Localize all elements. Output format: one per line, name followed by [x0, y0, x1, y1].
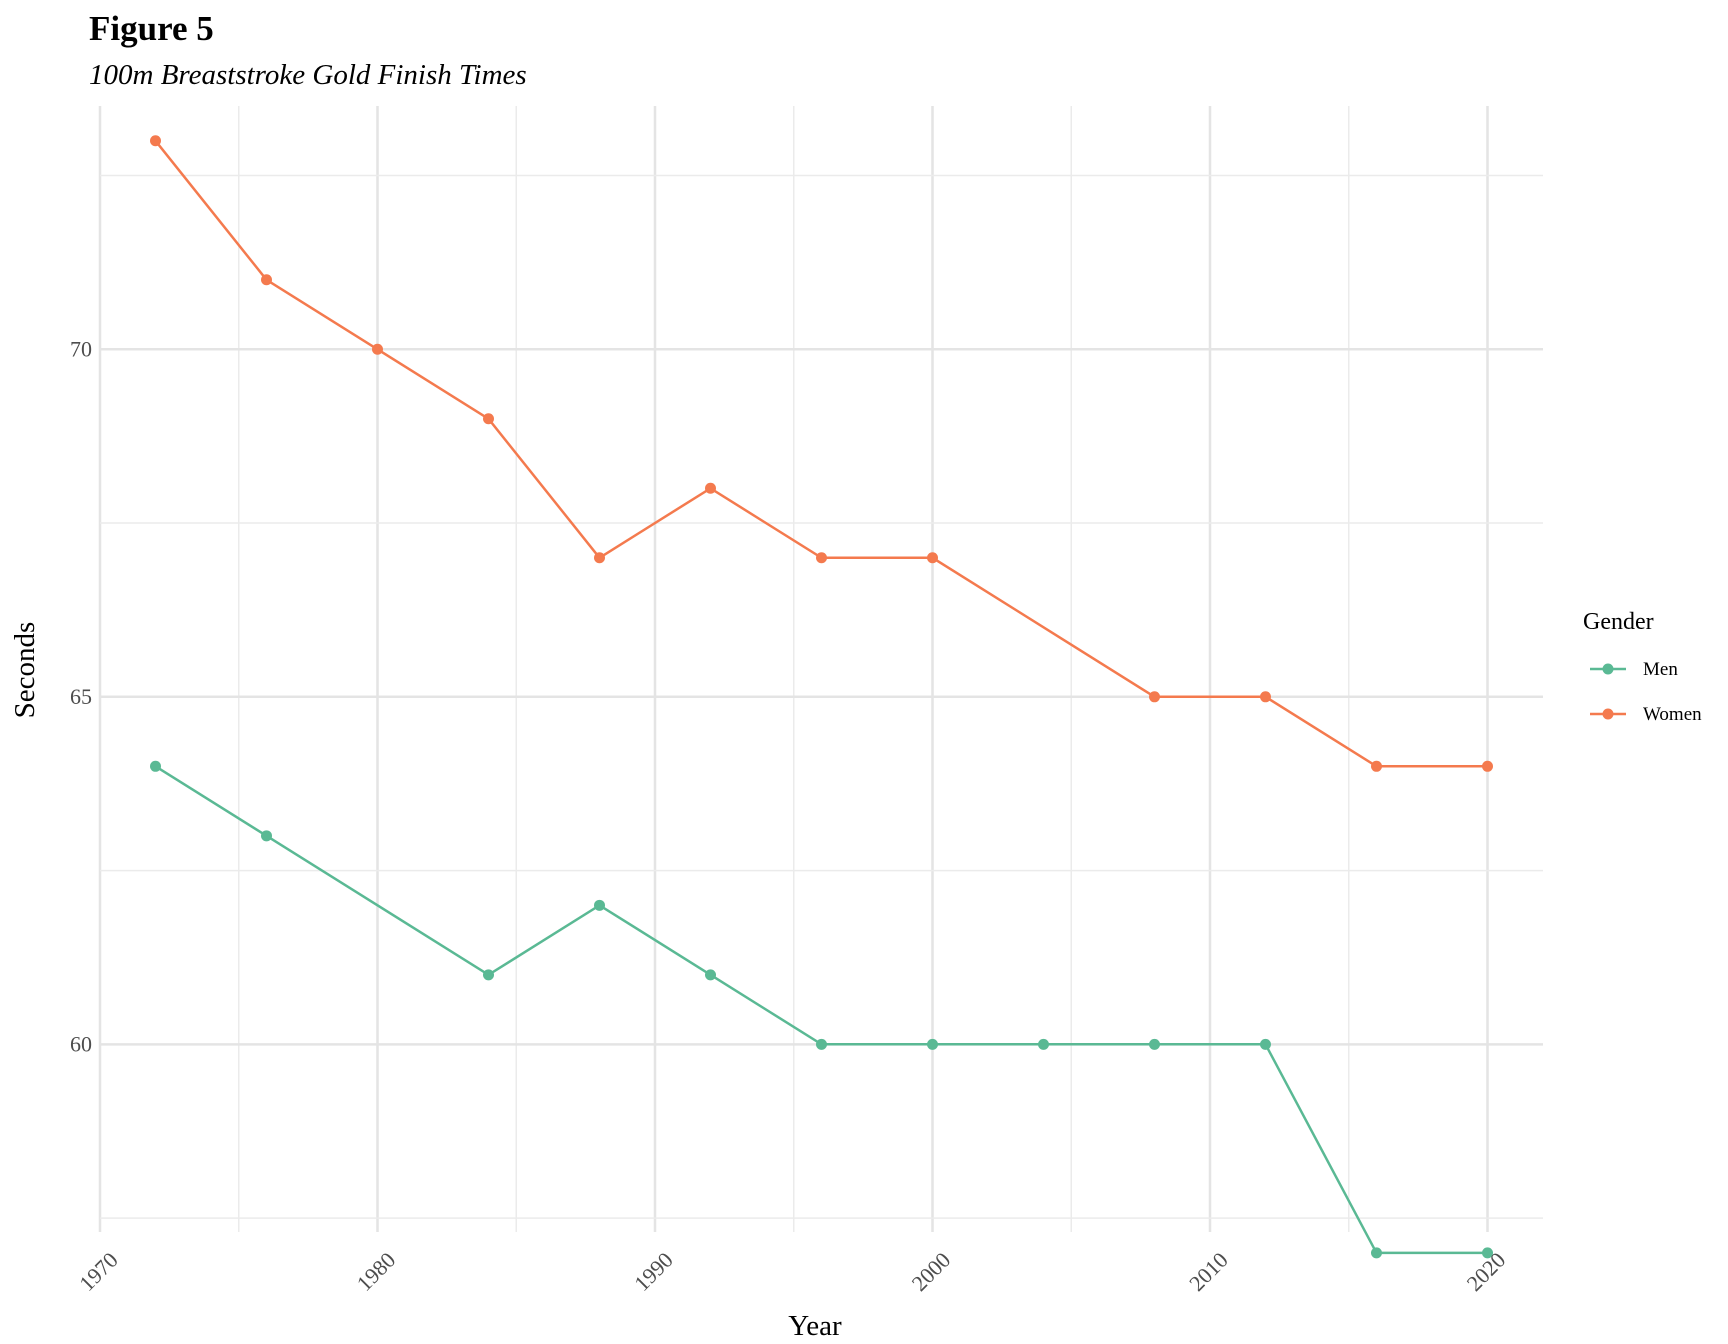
data-point-women: [927, 552, 938, 564]
data-point-men: [1149, 1038, 1160, 1050]
x-tick-label: 1990: [629, 1247, 678, 1296]
data-point-men: [705, 969, 716, 981]
data-point-women: [594, 552, 605, 564]
data-point-women: [1260, 691, 1271, 703]
series-lines: [154, 140, 1488, 1255]
data-point-men: [594, 899, 605, 911]
series-line-men: [154, 765, 1488, 1255]
legend-title: Gender: [1583, 609, 1654, 635]
data-point-men: [1260, 1038, 1271, 1050]
x-tick-label: 1980: [352, 1247, 401, 1296]
data-point-women: [372, 343, 383, 355]
data-point-women: [1371, 760, 1382, 772]
legend-label-women: Women: [1643, 704, 1702, 725]
series-line-women: [154, 140, 1488, 768]
grid-lines: [98, 106, 1543, 1232]
data-point-women: [483, 413, 494, 425]
y-tick-label: 65: [70, 684, 92, 709]
data-point-men: [261, 830, 272, 842]
legend-key-point-men: [1602, 663, 1614, 675]
data-point-men: [1038, 1038, 1049, 1050]
data-point-women: [150, 135, 161, 147]
data-point-men: [1482, 1247, 1493, 1259]
y-axis-title: Seconds: [9, 622, 41, 719]
data-point-women: [261, 274, 272, 286]
data-point-women: [816, 552, 827, 564]
x-axis-ticks: 1970 1980 1990 2000 2010 2020: [74, 1247, 1510, 1296]
data-point-women: [705, 482, 716, 494]
data-point-women: [1149, 691, 1160, 703]
legend-label-men: Men: [1643, 659, 1678, 680]
data-point-men: [483, 969, 494, 981]
data-point-men: [1371, 1247, 1382, 1259]
x-tick-label: 1970: [74, 1247, 123, 1296]
figure-title: Figure 5: [89, 9, 214, 48]
data-point-men: [927, 1038, 938, 1050]
y-tick-label: 60: [70, 1031, 92, 1056]
legend: Gender Men Women: [1583, 609, 1702, 725]
series-points: [150, 135, 1493, 1259]
x-tick-label: 2000: [907, 1247, 956, 1296]
legend-key-point-women: [1602, 708, 1614, 720]
data-point-men: [150, 760, 161, 772]
y-tick-label: 70: [70, 336, 92, 361]
data-point-women: [1482, 760, 1493, 772]
y-axis-ticks: 60 65 70: [70, 336, 92, 1056]
x-tick-label: 2020: [1462, 1247, 1511, 1296]
x-axis-title: Year: [788, 1310, 842, 1342]
data-point-men: [816, 1038, 827, 1050]
x-tick-label: 2010: [1184, 1247, 1233, 1296]
figure-subtitle: 100m Breaststroke Gold Finish Times: [89, 59, 527, 91]
